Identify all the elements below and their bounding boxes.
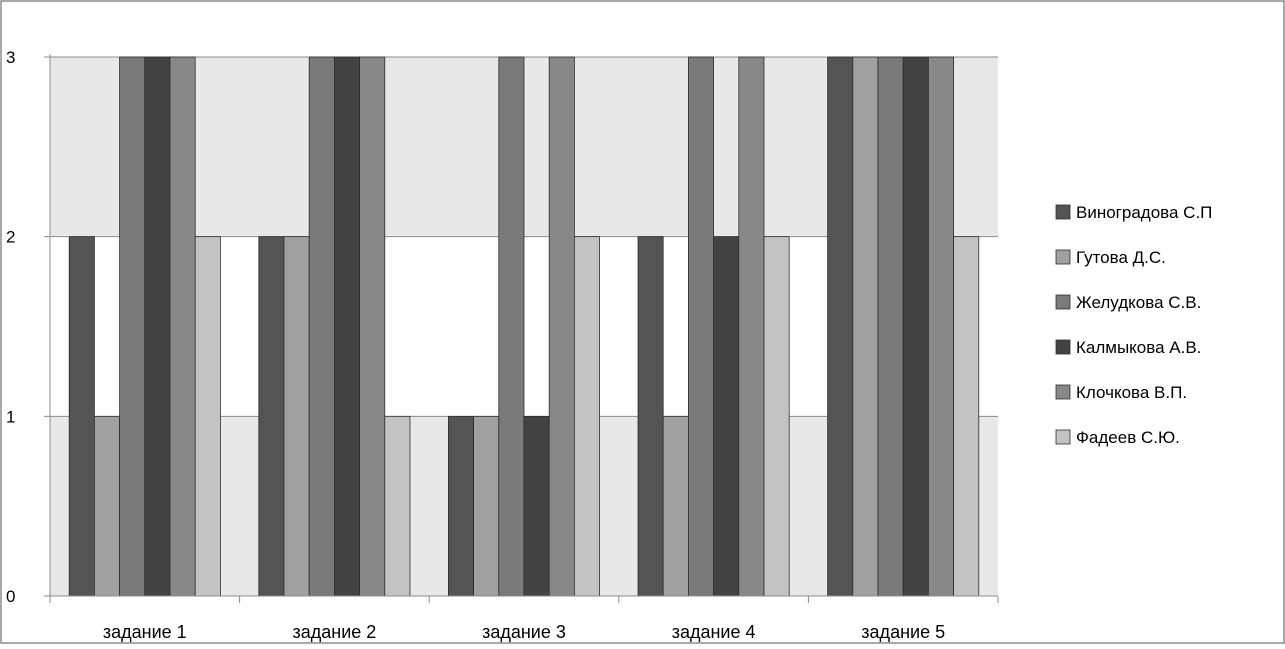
legend-label: Фадеев С.Ю. — [1076, 428, 1180, 447]
bar — [713, 236, 740, 597]
bar — [498, 56, 525, 597]
bar — [68, 236, 95, 597]
legend-swatch — [1055, 249, 1071, 265]
bar — [194, 236, 221, 597]
bar — [473, 415, 500, 597]
legend-swatch — [1055, 339, 1071, 355]
bar — [574, 236, 601, 597]
bar — [902, 56, 929, 597]
legend: Виноградова С.П Гутова Д.С. Желудкова С.В.… — [1055, 203, 1212, 447]
bar — [928, 56, 955, 597]
bars — [68, 56, 980, 597]
legend-label: Гутова Д.С. — [1076, 248, 1166, 267]
bar — [523, 415, 550, 597]
x-tick-labels: задание 1 задание 2 задание 3 задание 4 зада… — [103, 622, 945, 642]
legend-swatch — [1055, 384, 1071, 400]
legend-swatch — [1055, 204, 1071, 220]
bar — [359, 56, 386, 597]
bar — [447, 415, 474, 597]
axes — [44, 54, 999, 603]
legend-swatch — [1055, 294, 1071, 310]
bar — [953, 236, 980, 597]
legend-swatch — [1055, 429, 1071, 445]
bar — [852, 56, 879, 597]
bar — [738, 56, 765, 597]
bar — [94, 415, 121, 597]
bar — [384, 415, 411, 597]
bar — [548, 56, 575, 597]
bar — [662, 415, 689, 597]
bar — [333, 56, 360, 597]
y-tick-label: 1 — [6, 407, 15, 426]
bar — [308, 56, 335, 597]
legend-label: Клочкова В.П. — [1076, 383, 1187, 402]
bar — [119, 56, 146, 597]
x-tick-label: задание 1 — [103, 622, 187, 642]
y-tick-label: 2 — [6, 228, 15, 247]
x-tick-label: задание 2 — [293, 622, 377, 642]
legend-label: Калмыкова А.В. — [1076, 338, 1201, 357]
bar — [637, 236, 664, 597]
bar — [877, 56, 904, 597]
x-tick-label: задание 5 — [861, 622, 945, 642]
legend-label: Желудкова С.В. — [1076, 293, 1201, 312]
legend-label: Виноградова С.П — [1076, 203, 1212, 222]
bar — [763, 236, 790, 597]
y-tick-label: 0 — [6, 587, 15, 606]
bar — [258, 236, 285, 597]
bar — [169, 56, 196, 597]
bar — [688, 56, 715, 597]
bar — [827, 56, 854, 597]
x-tick-label: задание 4 — [672, 622, 756, 642]
y-tick-labels: 0 1 2 3 — [6, 48, 15, 606]
x-tick-label: задание 3 — [482, 622, 566, 642]
bar — [283, 236, 310, 597]
y-tick-label: 3 — [6, 48, 15, 67]
bar — [144, 56, 171, 597]
